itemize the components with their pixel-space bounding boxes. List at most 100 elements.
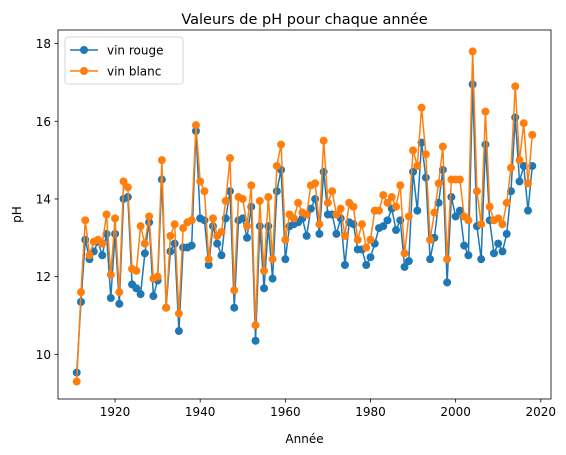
data-point bbox=[115, 299, 124, 308]
legend-item: vin blanc bbox=[70, 65, 161, 79]
data-point bbox=[230, 286, 239, 295]
data-point bbox=[519, 119, 528, 128]
data-point bbox=[162, 303, 171, 312]
data-point bbox=[421, 173, 430, 182]
data-point bbox=[332, 229, 341, 238]
data-point bbox=[387, 193, 396, 202]
data-point bbox=[511, 113, 520, 122]
data-point bbox=[106, 270, 115, 279]
data-point bbox=[277, 140, 286, 149]
x-tick-label: 2000 bbox=[440, 405, 471, 419]
y-tick-label: 18 bbox=[36, 37, 51, 51]
data-point bbox=[434, 179, 443, 188]
data-point bbox=[166, 231, 175, 240]
y-tick-label: 14 bbox=[36, 192, 51, 206]
data-point bbox=[357, 220, 366, 229]
data-point bbox=[468, 80, 477, 89]
data-point bbox=[196, 177, 205, 186]
data-point bbox=[494, 214, 503, 223]
data-point bbox=[264, 193, 273, 202]
data-point bbox=[213, 239, 222, 248]
data-point bbox=[255, 196, 264, 205]
data-point bbox=[217, 251, 226, 260]
data-point bbox=[460, 241, 469, 250]
data-point bbox=[132, 284, 141, 293]
data-point bbox=[515, 177, 524, 186]
data-point bbox=[426, 255, 435, 264]
data-point bbox=[179, 224, 188, 233]
data-point bbox=[455, 175, 464, 184]
data-point bbox=[383, 216, 392, 225]
data-point bbox=[379, 191, 388, 200]
data-point bbox=[247, 181, 256, 190]
chart-title: Valeurs de pH pour chaque année bbox=[181, 12, 427, 28]
data-point bbox=[170, 220, 179, 229]
data-point bbox=[421, 150, 430, 159]
x-tick-label: 1920 bbox=[100, 405, 131, 419]
data-point bbox=[404, 257, 413, 266]
data-point bbox=[174, 327, 183, 336]
x-tick-label: 1980 bbox=[355, 405, 386, 419]
data-point bbox=[302, 231, 311, 240]
data-point bbox=[289, 214, 298, 223]
data-point bbox=[383, 198, 392, 207]
data-point bbox=[340, 260, 349, 269]
data-point bbox=[443, 278, 452, 287]
data-point bbox=[328, 187, 337, 196]
data-point bbox=[85, 251, 94, 260]
data-point bbox=[272, 161, 281, 170]
data-point bbox=[260, 266, 269, 275]
data-point bbox=[362, 243, 371, 252]
data-point bbox=[413, 206, 422, 215]
data-point bbox=[157, 156, 166, 165]
data-point bbox=[81, 216, 90, 225]
data-point bbox=[260, 284, 269, 293]
data-point bbox=[400, 262, 409, 271]
data-point bbox=[502, 198, 511, 207]
data-point bbox=[477, 255, 486, 264]
data-point bbox=[481, 140, 490, 149]
data-point bbox=[281, 235, 290, 244]
data-point bbox=[98, 251, 107, 260]
data-point bbox=[111, 214, 120, 223]
data-point bbox=[340, 231, 349, 240]
data-point bbox=[481, 107, 490, 116]
legend-label: vin blanc bbox=[107, 65, 161, 79]
legend-box bbox=[64, 36, 184, 85]
data-point bbox=[409, 146, 418, 155]
data-point bbox=[166, 247, 175, 256]
data-point bbox=[375, 206, 383, 215]
data-point bbox=[315, 220, 324, 229]
data-point bbox=[464, 216, 473, 225]
data-point bbox=[136, 290, 145, 299]
data-point bbox=[498, 220, 507, 229]
y-tick-label: 10 bbox=[36, 348, 51, 362]
y-axis-label: pH bbox=[10, 206, 24, 223]
data-point bbox=[149, 292, 158, 301]
data-point bbox=[451, 212, 460, 221]
data-point bbox=[511, 82, 520, 91]
data-point bbox=[72, 377, 81, 386]
data-point bbox=[455, 206, 464, 215]
data-point bbox=[302, 210, 311, 219]
data-point bbox=[255, 222, 264, 231]
data-point bbox=[268, 255, 277, 264]
data-point bbox=[417, 103, 426, 112]
data-point bbox=[311, 179, 320, 188]
data-point bbox=[498, 247, 507, 256]
data-point bbox=[524, 206, 533, 215]
data-point bbox=[323, 198, 332, 207]
data-point bbox=[447, 193, 456, 202]
data-point bbox=[366, 235, 375, 244]
data-point bbox=[204, 255, 213, 264]
series-vin-blanc bbox=[72, 47, 537, 386]
data-point bbox=[226, 187, 234, 196]
data-point bbox=[294, 198, 303, 207]
data-point bbox=[132, 266, 141, 275]
data-point bbox=[426, 235, 435, 244]
plot-frame bbox=[57, 29, 552, 400]
data-point bbox=[200, 216, 209, 225]
data-point bbox=[485, 202, 494, 211]
data-point bbox=[464, 251, 473, 260]
